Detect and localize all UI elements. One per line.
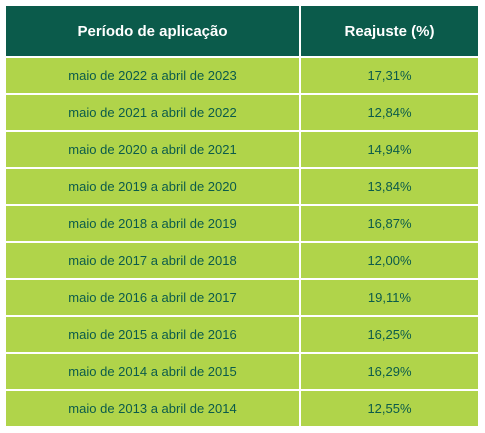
adjustment-cell: 12,00% [300,241,478,279]
period-cell: maio de 2015 a abril de 2016 [6,315,301,353]
adjustment-cell: 17,31% [300,56,478,94]
adjustment-table: Período de aplicação Reajuste (%) maio d… [6,6,478,426]
adjustment-cell: 19,11% [300,278,478,316]
adjustment-cell: 16,25% [300,315,478,353]
adjustment-cell: 12,55% [300,389,478,426]
period-cell: maio de 2021 a abril de 2022 [6,93,301,131]
table-row: maio de 2015 a abril de 2016 16,25% [6,315,478,353]
table-row: maio de 2018 a abril de 2019 16,87% [6,204,478,242]
table-row: maio de 2017 a abril de 2018 12,00% [6,241,478,279]
table-row: maio de 2016 a abril de 2017 19,11% [6,278,478,316]
adjustment-cell: 16,87% [300,204,478,242]
period-cell: maio de 2013 a abril de 2014 [6,389,301,426]
table-header-row: Período de aplicação Reajuste (%) [6,6,478,57]
adjustment-cell: 14,94% [300,130,478,168]
table-row: maio de 2013 a abril de 2014 12,55% [6,389,478,426]
period-cell: maio de 2020 a abril de 2021 [6,130,301,168]
table-row: maio de 2019 a abril de 2020 13,84% [6,167,478,205]
adjustment-cell: 13,84% [300,167,478,205]
period-cell: maio de 2022 a abril de 2023 [6,56,301,94]
adjustment-cell: 12,84% [300,93,478,131]
adjustment-cell: 16,29% [300,352,478,390]
column-header-adjustment: Reajuste (%) [300,6,478,57]
table-row: maio de 2014 a abril de 2015 16,29% [6,352,478,390]
column-header-period: Período de aplicação [6,6,301,57]
period-cell: maio de 2016 a abril de 2017 [6,278,301,316]
table-row: maio de 2020 a abril de 2021 14,94% [6,130,478,168]
period-cell: maio de 2014 a abril de 2015 [6,352,301,390]
period-cell: maio de 2017 a abril de 2018 [6,241,301,279]
table-row: maio de 2021 a abril de 2022 12,84% [6,93,478,131]
table-row: maio de 2022 a abril de 2023 17,31% [6,56,478,94]
period-cell: maio de 2018 a abril de 2019 [6,204,301,242]
period-cell: maio de 2019 a abril de 2020 [6,167,301,205]
adjustment-table-container: Período de aplicação Reajuste (%) maio d… [6,6,478,427]
